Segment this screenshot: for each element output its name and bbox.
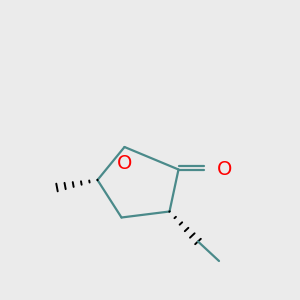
Text: O: O	[117, 154, 132, 173]
Text: O: O	[217, 160, 232, 179]
